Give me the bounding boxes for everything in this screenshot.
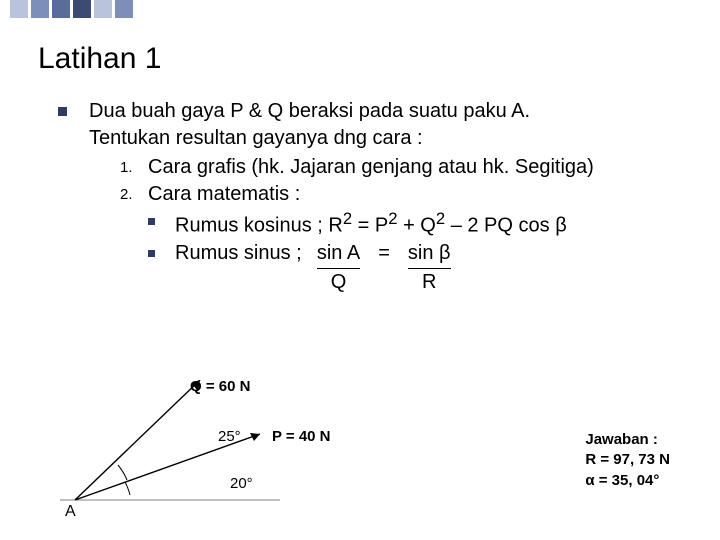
list-item-2: Cara matematis : xyxy=(148,181,300,208)
list-item-1: Cara grafis (hk. Jajaran genjang atau hk… xyxy=(148,154,594,181)
header-decoration xyxy=(10,0,133,18)
angle-20: 20° xyxy=(230,475,253,492)
intro-line-2: Tentukan resultan gayanya dng cara : xyxy=(89,125,680,152)
bullet-icon xyxy=(148,218,155,225)
list-number-2: 2. xyxy=(120,181,148,205)
sub-item-sine: Rumus sinus ; sin A Q = sin β R xyxy=(175,240,455,296)
slide-title: Latihan 1 xyxy=(38,42,161,76)
p-force-label: P = 40 N xyxy=(272,428,331,445)
force-diagram: Q = 60 N P = 40 N 25° 20° A xyxy=(40,380,370,530)
list-number-1: 1. xyxy=(120,154,148,178)
answer-r: R = 97, 73 N xyxy=(585,450,670,470)
point-a-label: A xyxy=(65,503,76,521)
angle-25: 25° xyxy=(218,428,241,445)
q-force-label: Q = 60 N xyxy=(190,378,250,395)
bullet-icon xyxy=(58,107,67,116)
content-body: Dua buah gaya P & Q beraksi pada suatu p… xyxy=(58,98,680,296)
answer-alpha: α = 35, 04° xyxy=(585,471,670,491)
sub-item-cosine: Rumus kosinus ; R2 = P2 + Q2 – 2 PQ cos … xyxy=(175,208,567,240)
answer-block: Jawaban : R = 97, 73 N α = 35, 04° xyxy=(585,430,670,491)
diagram-svg xyxy=(40,380,370,530)
bullet-icon xyxy=(148,250,155,257)
answer-heading: Jawaban : xyxy=(585,430,670,450)
intro-line-1: Dua buah gaya P & Q beraksi pada suatu p… xyxy=(89,98,680,125)
